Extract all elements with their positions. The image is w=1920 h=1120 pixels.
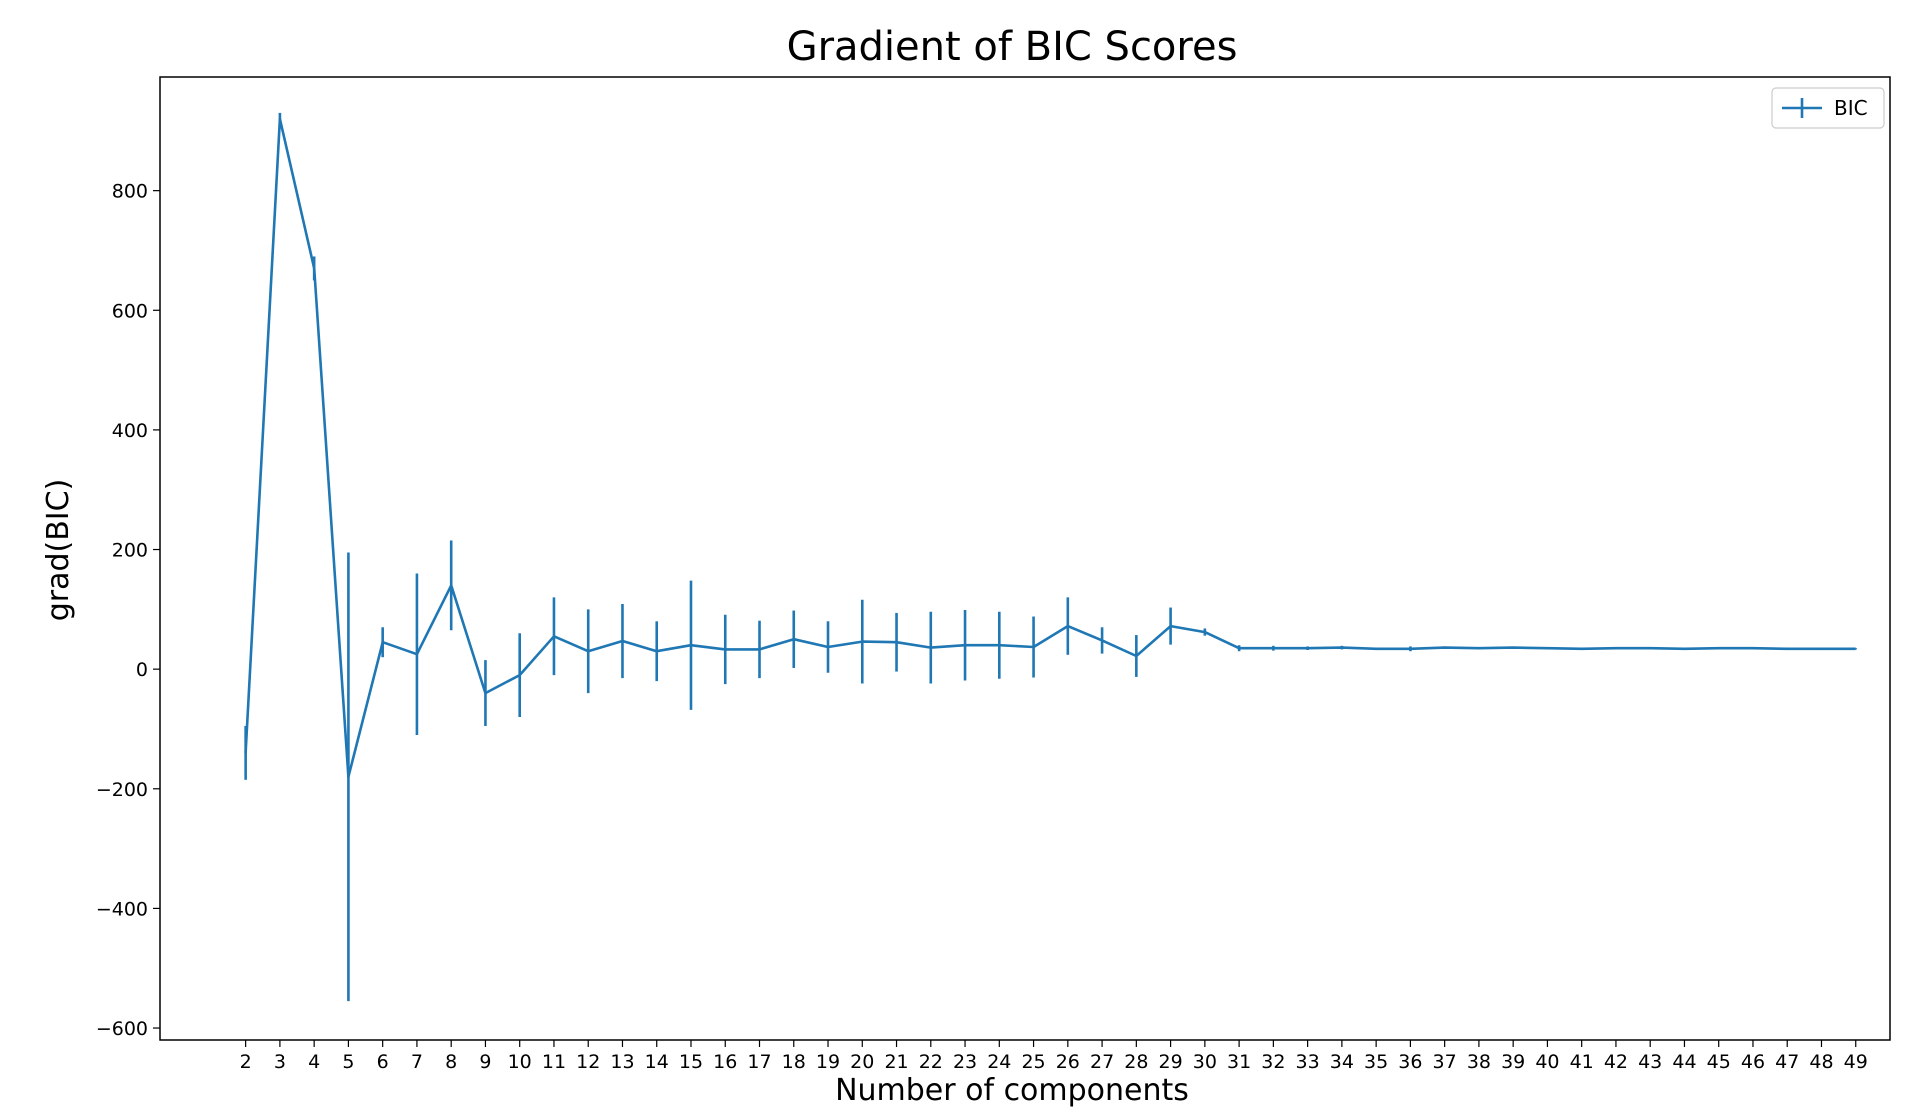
y-axis-label: grad(BIC) <box>41 479 76 622</box>
x-tick-label: 16 <box>713 1051 737 1073</box>
x-tick-label: 32 <box>1261 1051 1285 1073</box>
x-tick-label: 10 <box>508 1051 532 1073</box>
x-tick-label: 37 <box>1433 1051 1457 1073</box>
x-tick-label: 27 <box>1090 1051 1114 1073</box>
x-axis: 2 3 4 5 6 7 8 9 10 11 12 13 14 15 16 17 18 19 20 21 22 23 24 25… <box>240 1040 1868 1073</box>
x-tick-label: 44 <box>1672 1051 1696 1073</box>
y-tick-label: 600 <box>112 300 148 322</box>
x-tick-label: 49 <box>1844 1051 1868 1073</box>
plot-frame <box>159 76 1891 1041</box>
legend: BIC <box>1771 87 1885 129</box>
y-tick-label: −600 <box>96 1018 148 1040</box>
y-tick-label: 200 <box>112 540 148 562</box>
x-tick-label: 21 <box>884 1051 908 1073</box>
x-tick-label: 33 <box>1296 1051 1320 1073</box>
x-tick-label: 24 <box>987 1051 1011 1073</box>
x-tick-label: 43 <box>1638 1051 1662 1073</box>
x-tick-label: 8 <box>445 1051 457 1073</box>
x-tick-label: 38 <box>1467 1051 1491 1073</box>
x-tick-label: 4 <box>308 1051 320 1073</box>
legend-label: BIC <box>1834 96 1868 120</box>
x-tick-label: 3 <box>274 1051 286 1073</box>
plot-area <box>244 112 1858 1002</box>
x-tick-label: 6 <box>377 1051 389 1073</box>
x-tick-label: 13 <box>610 1051 634 1073</box>
y-tick-label: 0 <box>136 659 148 681</box>
x-tick-label: 12 <box>576 1051 600 1073</box>
x-tick-label: 29 <box>1159 1051 1183 1073</box>
series-line <box>244 117 1856 779</box>
x-tick-label: 5 <box>342 1051 354 1073</box>
x-tick-label: 34 <box>1330 1051 1354 1073</box>
y-tick-label: −400 <box>96 898 148 920</box>
x-tick-label: 20 <box>850 1051 874 1073</box>
x-tick-label: 23 <box>953 1051 977 1073</box>
x-tick-label: 18 <box>782 1051 806 1073</box>
x-tick-label: 19 <box>816 1051 840 1073</box>
x-tick-label: 47 <box>1775 1051 1799 1073</box>
x-tick-label: 2 <box>240 1051 252 1073</box>
x-tick-label: 9 <box>479 1051 491 1073</box>
x-tick-label: 35 <box>1364 1051 1388 1073</box>
x-axis-label: Number of components <box>835 1073 1189 1108</box>
x-tick-label: 36 <box>1398 1051 1422 1073</box>
y-tick-label: −200 <box>96 779 148 801</box>
legend-box <box>1771 87 1885 129</box>
y-tick-label: 800 <box>112 181 148 203</box>
x-tick-label: 15 <box>679 1051 703 1073</box>
x-tick-label: 17 <box>747 1051 771 1073</box>
x-tick-label: 31 <box>1227 1051 1251 1073</box>
chart-title: Gradient of BIC Scores <box>787 24 1238 70</box>
x-tick-label: 22 <box>919 1051 943 1073</box>
x-tick-label: 39 <box>1501 1051 1525 1073</box>
y-tick-label: 400 <box>112 420 148 442</box>
x-tick-label: 25 <box>1021 1051 1045 1073</box>
x-tick-label: 41 <box>1570 1051 1594 1073</box>
x-tick-label: 46 <box>1741 1051 1765 1073</box>
x-tick-label: 48 <box>1809 1051 1833 1073</box>
x-tick-label: 28 <box>1124 1051 1148 1073</box>
x-tick-label: 7 <box>411 1051 423 1073</box>
x-tick-label: 30 <box>1193 1051 1217 1073</box>
x-tick-label: 11 <box>542 1051 566 1073</box>
x-tick-label: 45 <box>1707 1051 1731 1073</box>
x-tick-label: 26 <box>1056 1051 1080 1073</box>
x-tick-label: 40 <box>1535 1051 1559 1073</box>
x-tick-label: 42 <box>1604 1051 1628 1073</box>
y-axis: −600 −400 −200 0 200 400 600 800 <box>96 181 160 1040</box>
x-tick-label: 14 <box>645 1051 669 1073</box>
series-bic <box>244 112 1858 1002</box>
